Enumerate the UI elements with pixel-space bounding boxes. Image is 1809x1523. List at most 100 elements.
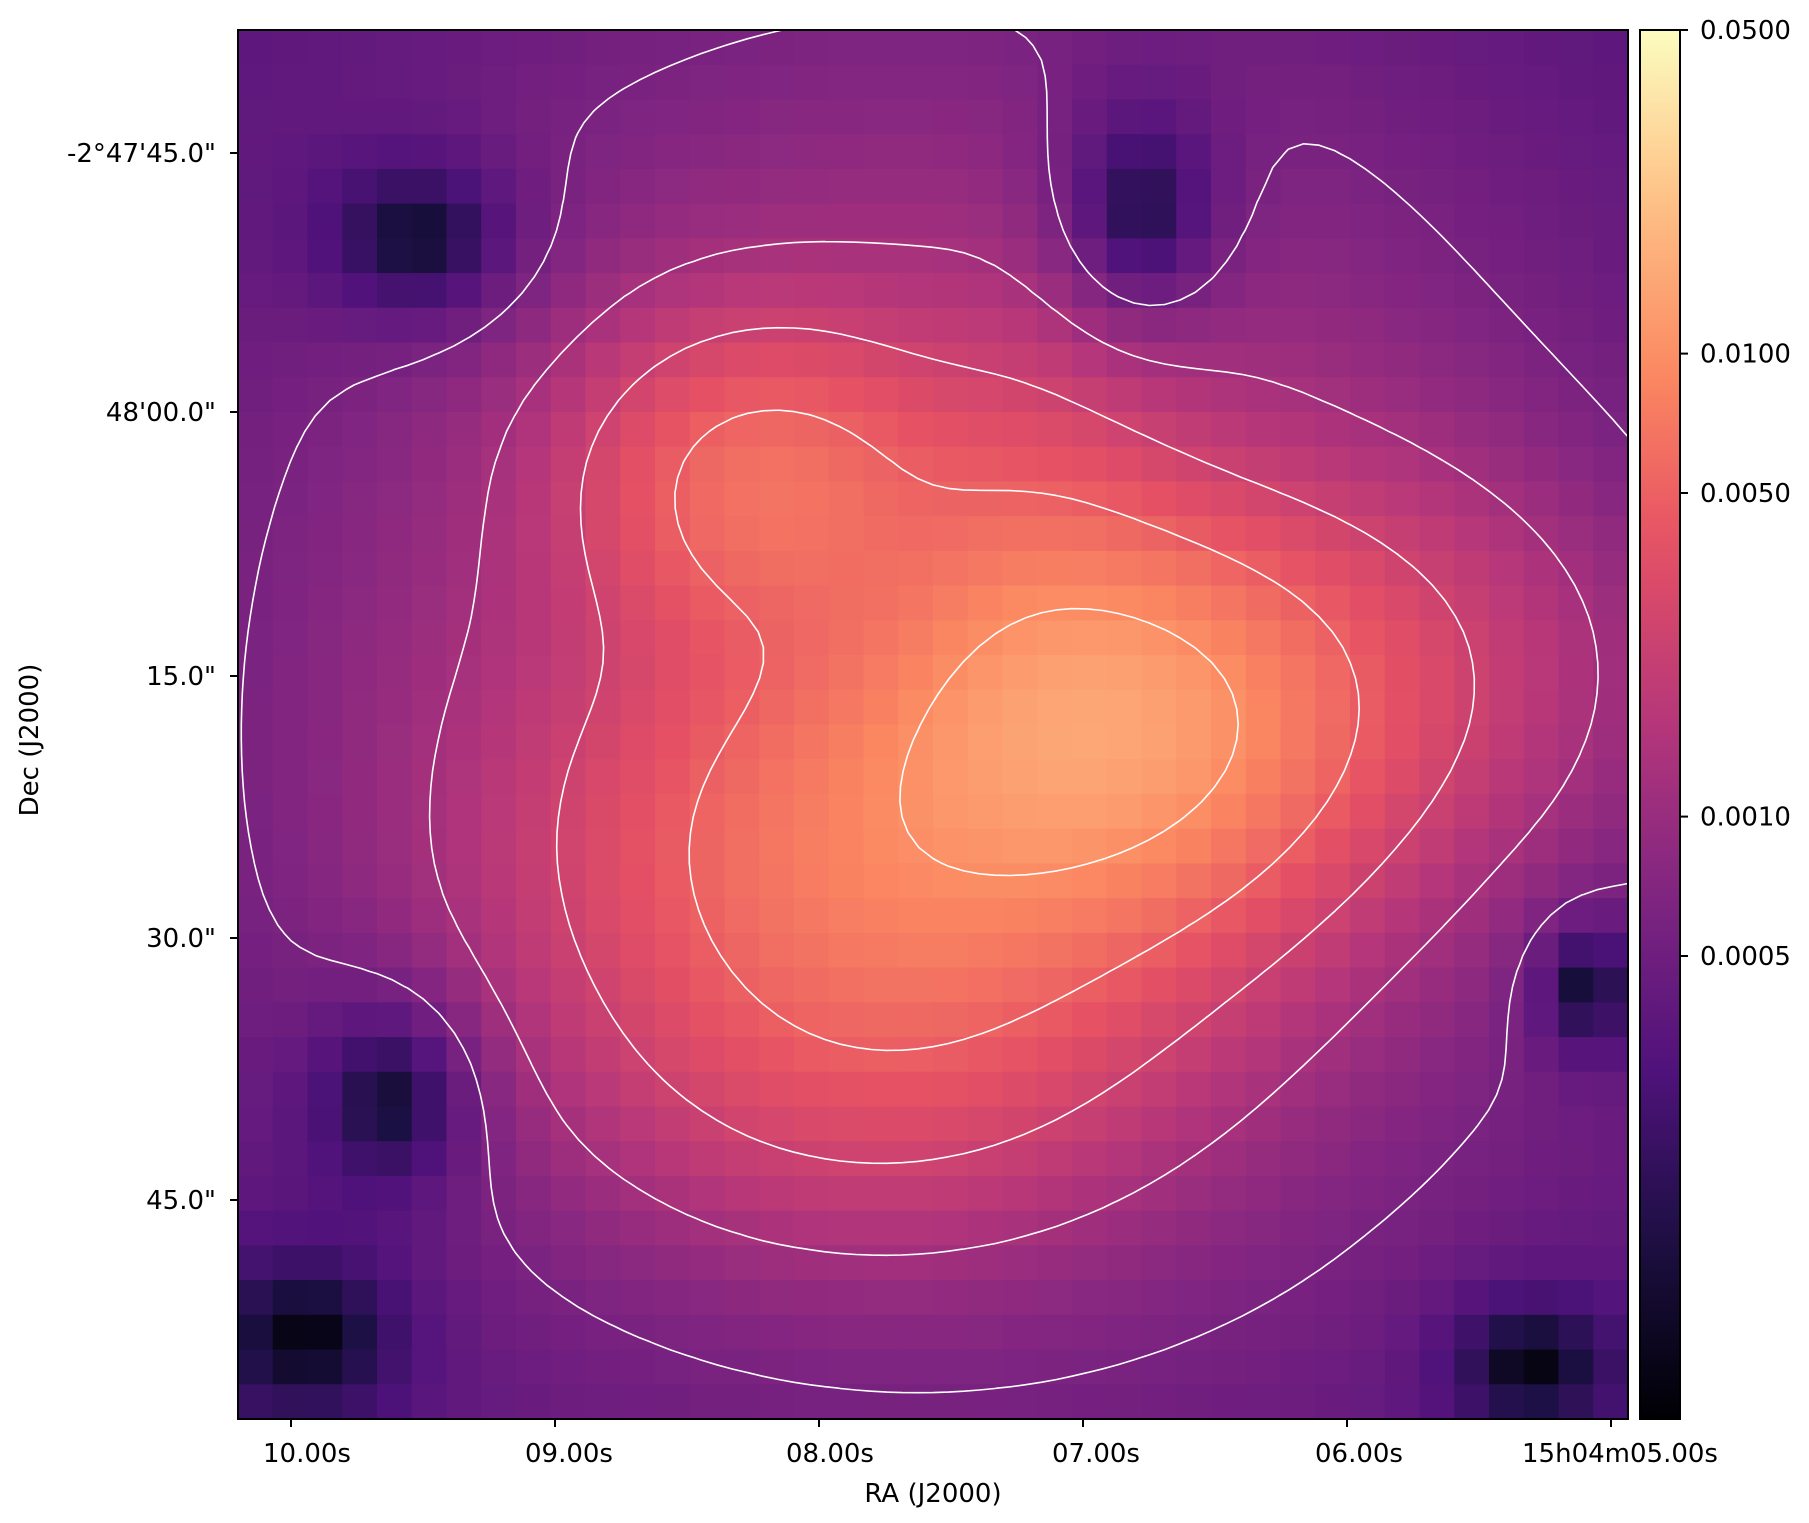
heatmap-cell (1523, 863, 1560, 899)
heatmap-cell (1072, 446, 1108, 483)
heatmap-cell (898, 1002, 934, 1038)
heatmap-cell (724, 203, 760, 239)
heatmap-cell (724, 967, 760, 1003)
heatmap-cell (1558, 1002, 1594, 1038)
heatmap-cell (863, 689, 899, 726)
heatmap-cell (1037, 1141, 1073, 1177)
heatmap-cell (307, 828, 343, 865)
heatmap-cell (863, 898, 899, 934)
heatmap-cell (272, 585, 309, 621)
heatmap-cell (724, 655, 760, 691)
heatmap-cell (1280, 481, 1316, 517)
heatmap-cell (1454, 932, 1490, 969)
heatmap-cell (481, 585, 517, 621)
heatmap-cell (446, 64, 482, 101)
heatmap-cell (1176, 238, 1212, 274)
heatmap-cell (342, 307, 378, 344)
heatmap-cell (272, 793, 309, 830)
heatmap-cell (620, 64, 656, 101)
heatmap-cell (1037, 1245, 1073, 1281)
heatmap-cell (967, 446, 1004, 483)
heatmap-cell (1002, 446, 1038, 483)
heatmap-cell (446, 446, 482, 483)
heatmap-cell (828, 1210, 865, 1246)
heatmap-cell (724, 828, 760, 865)
heatmap-cell (550, 898, 587, 934)
heatmap-cell (238, 30, 274, 66)
heatmap-cell (1523, 30, 1560, 66)
heatmap-cell (411, 377, 448, 413)
heatmap-cell (1072, 203, 1108, 239)
heatmap-cell (1106, 273, 1143, 309)
heatmap-cell (1593, 1175, 1629, 1212)
heatmap-cell (1315, 411, 1351, 448)
heatmap-cell (1489, 1384, 1525, 1420)
heatmap-cell (1558, 1280, 1594, 1316)
heatmap-cell (655, 620, 691, 656)
heatmap-cell (967, 1106, 1004, 1142)
heatmap-cell (620, 516, 656, 552)
heatmap-cell (585, 1210, 621, 1246)
heatmap-cell (1176, 1175, 1212, 1212)
heatmap-cell (307, 689, 343, 726)
heatmap-cell (1176, 828, 1212, 865)
heatmap-cell (828, 550, 865, 587)
heatmap-cell (620, 1210, 656, 1246)
heatmap-cell (1106, 203, 1143, 239)
heatmap-cell (1280, 99, 1316, 135)
heatmap-cell (898, 655, 934, 691)
heatmap-cell (1419, 1314, 1455, 1351)
heatmap-cell (620, 898, 656, 934)
heatmap-cell (898, 1210, 934, 1246)
heatmap-cell (1350, 1384, 1386, 1420)
heatmap-cell (967, 1280, 1004, 1316)
heatmap-cell (1106, 967, 1143, 1003)
heatmap-cell (863, 168, 899, 205)
heatmap-cell (1419, 1106, 1455, 1142)
heatmap-cell (585, 898, 621, 934)
heatmap-cell (1141, 64, 1177, 101)
y-axis: -2°47'45.0" 48'00.0" 15.0" 30.0" 45.0" D… (15, 139, 238, 1216)
heatmap-cell (933, 585, 969, 621)
heatmap-cell (1245, 516, 1282, 552)
heatmap-cell (794, 759, 830, 795)
heatmap-cell (620, 828, 656, 865)
heatmap-cell (238, 620, 274, 656)
heatmap-cell (828, 1245, 865, 1281)
heatmap-cell (1176, 724, 1212, 760)
heatmap-cell (1384, 585, 1421, 621)
heatmap-cell (1280, 1384, 1316, 1420)
heatmap-cell (238, 1175, 274, 1212)
heatmap-cell (342, 1349, 378, 1385)
heatmap-cell (411, 932, 448, 969)
heatmap-cell (411, 967, 448, 1003)
heatmap-cell (689, 1106, 726, 1142)
heatmap-cell (1280, 1071, 1316, 1108)
heatmap-cell (1106, 689, 1143, 726)
heatmap-cell (1454, 446, 1490, 483)
heatmap-cell (863, 99, 899, 135)
heatmap-cell (1176, 1210, 1212, 1246)
heatmap-cell (828, 655, 865, 691)
heatmap-cell (759, 1175, 795, 1212)
heatmap-cell (794, 516, 830, 552)
heatmap-cell (898, 342, 934, 378)
heatmap-cell (933, 1349, 969, 1385)
heatmap-cell (1593, 898, 1629, 934)
heatmap-cell (1593, 759, 1629, 795)
heatmap-cell (585, 932, 621, 969)
heatmap-cell (377, 1175, 413, 1212)
heatmap-cell (863, 1141, 899, 1177)
heatmap-cell (1558, 307, 1594, 344)
heatmap-cell (759, 342, 795, 378)
heatmap-cell (1523, 898, 1560, 934)
heatmap-cell (377, 863, 413, 899)
heatmap-cell (307, 620, 343, 656)
heatmap-cell (967, 307, 1004, 344)
heatmap-cell (307, 99, 343, 135)
heatmap-cell (1315, 828, 1351, 865)
heatmap-cell (1141, 620, 1177, 656)
heatmap-cell (898, 689, 934, 726)
heatmap-cell (1489, 30, 1525, 66)
heatmap-cell (689, 1349, 726, 1385)
